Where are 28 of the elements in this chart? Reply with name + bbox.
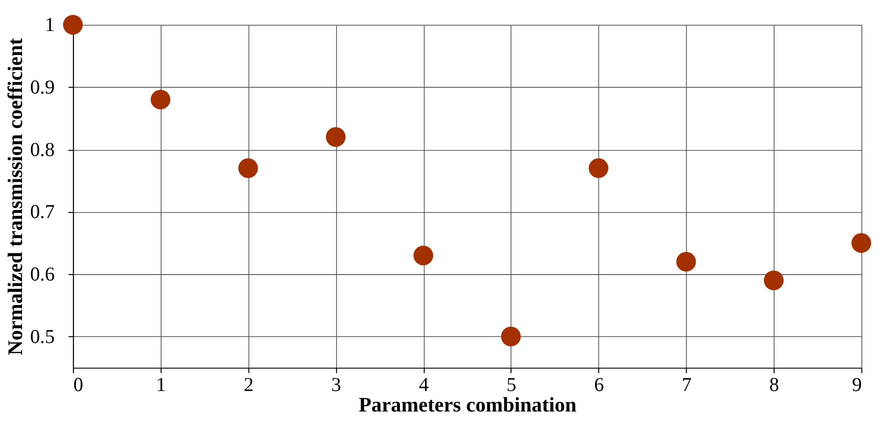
y-tick-label: 0.8 [30,138,55,161]
point [764,270,784,290]
x-tick-label: 8 [769,374,780,396]
x-tick-label: 1 [156,374,166,396]
point [150,90,170,110]
x-axis-title: Parameters combination [358,394,577,417]
y-tick-label: 0.6 [30,264,55,286]
point [588,158,608,178]
x-tick-label: 2 [244,374,254,396]
x-tick-label: 5 [506,374,516,396]
y-tick-label: 0.5 [30,326,55,348]
point [676,252,696,272]
x-tick-label: 6 [594,374,604,396]
point [326,127,346,147]
point [238,158,258,178]
x-tick-label: 3 [331,374,342,396]
y-axis-title: Normalized transmission coefficient [5,38,28,356]
point [501,326,521,346]
y-tick-label: 1 [44,14,55,36]
point [851,233,872,253]
point [63,14,83,35]
x-tick-label: 0 [73,374,84,396]
x-tick-label: 4 [418,374,429,396]
point [413,246,434,266]
y-tick-label: 0.9 [30,76,55,99]
y-tick-label: 0.7 [30,201,55,224]
x-tick-label: 9 [852,374,862,396]
x-tick-label: 7 [682,374,692,396]
